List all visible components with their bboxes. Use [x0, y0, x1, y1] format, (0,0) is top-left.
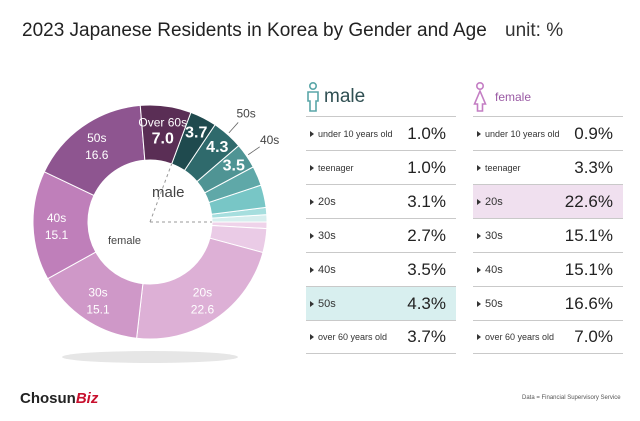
age-label: 50s — [306, 298, 336, 310]
female-row: over 60 years old 7.0% — [473, 320, 623, 354]
male-slice-over-60-years-old — [171, 111, 216, 172]
male-value: 3.5% — [407, 259, 446, 279]
center-female-label: female — [108, 235, 141, 247]
gender-divider-line — [149, 163, 173, 223]
age-label: 40s — [473, 264, 503, 276]
male-row: 40s 3.5% — [306, 252, 456, 286]
female-40s-name-label: 40s — [47, 211, 66, 225]
donut-shadow — [62, 351, 238, 363]
male-slice-50s — [183, 124, 240, 183]
female-value: 0.9% — [574, 123, 613, 143]
age-label: 30s — [473, 230, 503, 242]
female-person-icon — [473, 82, 487, 112]
female-30s-name-label: 30s — [88, 286, 107, 300]
male-row: over 60 years old 3.7% — [306, 320, 456, 354]
chosunbiz-logo: ChosunBiz — [20, 390, 98, 407]
age-label: over 60 years old — [306, 332, 387, 342]
unit-label: unit: % — [505, 20, 564, 41]
donut-chart: male female 3.5 40s 4.3 50s 3.7 20s 22.6 30s 15.1 4… — [32, 104, 279, 363]
female-row: 40s 15.1% — [473, 252, 623, 286]
male-value: 1.0% — [407, 157, 446, 177]
logo-main-text: Chosun — [20, 390, 76, 407]
female-slice-over-60-years-old — [139, 104, 192, 165]
age-label: 30s — [306, 230, 336, 242]
female-40s-value-label: 15.1 — [45, 228, 69, 242]
male-40s-value-label: 3.5 — [223, 158, 245, 175]
age-label: over 60 years old — [473, 332, 554, 342]
female-row: teenager 3.3% — [473, 150, 623, 184]
male-row-highlighted: 50s 4.3% — [306, 286, 456, 320]
female-value: 15.1% — [564, 259, 613, 279]
female-value: 15.1% — [564, 225, 613, 245]
female-30s-value-label: 15.1 — [86, 303, 110, 317]
age-label: 20s — [306, 196, 336, 208]
male-40s-name-label: 40s — [260, 133, 279, 147]
male-value: 2.7% — [407, 225, 446, 245]
female-value: 16.6% — [564, 293, 613, 313]
female-column-header: female — [473, 82, 531, 112]
male-value: 4.3% — [407, 293, 446, 313]
male-table: under 10 years old 1.0% teenager 1.0% 20s 3… — [306, 116, 456, 354]
female-value: 22.6% — [564, 191, 613, 211]
female-50s-name-label: 50s — [87, 131, 106, 145]
male-row: teenager 1.0% — [306, 150, 456, 184]
male-over-60-years-old-value-label: 3.7 — [185, 125, 207, 142]
male-40s-leader-line — [247, 146, 260, 156]
female-20s-value-label: 22.6 — [191, 302, 215, 316]
male-row: under 10 years old 1.0% — [306, 116, 456, 150]
chart-title: 2023 Japanese Residents in Korea by Gend… — [22, 20, 487, 41]
female-row-highlighted: 20s 22.6% — [473, 184, 623, 218]
male-50s-leader-line — [228, 122, 239, 134]
male-row: 30s 2.7% — [306, 218, 456, 252]
female-row: 30s 15.1% — [473, 218, 623, 252]
male-header-label: male — [324, 86, 366, 107]
female-20s-name-label: 20s — [193, 285, 212, 299]
age-label: under 10 years old — [473, 129, 560, 139]
female-row: 50s 16.6% — [473, 286, 623, 320]
age-label: teenager — [473, 163, 521, 173]
female-row: under 10 years old 0.9% — [473, 116, 623, 150]
female-value: 7.0% — [574, 327, 613, 346]
female-50s-value-label: 16.6 — [85, 148, 109, 162]
logo-accent-text: Biz — [75, 390, 99, 407]
age-label: 40s — [306, 264, 336, 276]
age-label: 20s — [473, 196, 503, 208]
female-over-60-years-old-name-label: Over 60s — [138, 115, 187, 129]
female-slice-20s — [136, 237, 264, 340]
male-row: 20s 3.1% — [306, 184, 456, 218]
age-label: teenager — [306, 163, 354, 173]
data-source: Data = Financial Supervisory Service — [522, 395, 621, 401]
male-slice-40s — [196, 144, 254, 194]
female-value: 3.3% — [574, 157, 613, 177]
female-header-label: female — [495, 90, 532, 104]
male-slice-20s — [208, 184, 267, 215]
age-label: under 10 years old — [306, 129, 393, 139]
age-label: 50s — [473, 298, 503, 310]
female-table: under 10 years old 0.9% teenager 3.3% 20s 2… — [473, 116, 623, 354]
female-over-60-years-old-value-label: 7.0 — [152, 130, 174, 147]
male-50s-value-label: 4.3 — [206, 139, 228, 156]
male-value: 3.1% — [407, 191, 446, 211]
male-person-icon — [307, 82, 319, 112]
male-50s-name-label: 50s — [236, 106, 255, 120]
male-column-header: male — [306, 82, 365, 112]
male-value: 1.0% — [407, 123, 446, 143]
male-value: 3.7% — [407, 327, 446, 346]
center-male-label: male — [152, 184, 185, 201]
male-slice-30s — [204, 166, 262, 204]
